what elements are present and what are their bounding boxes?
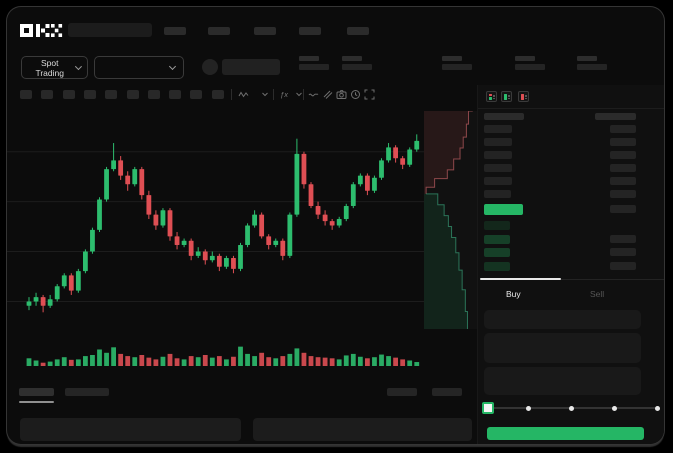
toolbar-button[interactable] — [126, 90, 139, 99]
search-input[interactable] — [68, 23, 152, 37]
orderbook-panel: Buy Sell — [477, 85, 664, 444]
slider-stop[interactable] — [569, 405, 574, 411]
tab-sell[interactable]: Sell — [590, 289, 605, 299]
chevron-down-icon — [75, 63, 83, 70]
market-type-label: Spot Trading — [35, 57, 64, 78]
divider — [561, 279, 664, 280]
pair-coin-icon — [202, 59, 218, 75]
last-price-badge[interactable] — [484, 204, 523, 215]
ask-row[interactable] — [484, 138, 512, 146]
tab-buy[interactable]: Buy — [506, 289, 521, 299]
ask-row[interactable] — [484, 164, 512, 172]
indicator-fx-icon[interactable]: ƒx — [280, 89, 288, 99]
chevron-down-icon[interactable] — [293, 88, 305, 100]
bottom-tab-active[interactable] — [19, 388, 54, 396]
app-window: Spot Trading ƒx — [7, 7, 664, 444]
ticker-stat — [342, 56, 372, 70]
toolbar-button[interactable] — [105, 90, 118, 99]
slider-stop[interactable] — [526, 405, 532, 411]
nav-item[interactable] — [254, 27, 276, 35]
ticker-stat — [515, 56, 545, 70]
toolbar-button[interactable] — [62, 90, 75, 99]
slider-stop[interactable] — [611, 405, 617, 411]
bottom-tab[interactable] — [65, 388, 109, 396]
book-col-header — [484, 113, 524, 120]
bottom-action-placeholder[interactable] — [387, 388, 417, 396]
okx-logo — [20, 24, 63, 37]
candle-style-icon[interactable] — [237, 88, 249, 100]
amount-field[interactable] — [484, 333, 641, 363]
line-tool-icon[interactable] — [307, 88, 319, 100]
chevron-down-icon[interactable] — [259, 88, 271, 100]
book-size-bar — [610, 190, 636, 198]
nav-item[interactable] — [299, 27, 321, 35]
book-bids-only-icon[interactable] — [501, 91, 512, 102]
chevron-down-icon — [168, 62, 177, 71]
candlestick-chart[interactable] — [7, 107, 477, 372]
nav-item[interactable] — [208, 27, 230, 35]
camera-icon[interactable] — [335, 88, 347, 100]
pair-selector-dropdown[interactable] — [94, 56, 184, 79]
fullscreen-icon[interactable] — [363, 88, 375, 100]
bid-row[interactable] — [484, 221, 510, 230]
toolbar-button[interactable] — [20, 90, 32, 99]
ask-row[interactable] — [484, 125, 512, 133]
toolbar-button[interactable] — [169, 90, 182, 99]
book-size-bar — [610, 205, 636, 213]
nav-item[interactable] — [164, 27, 186, 35]
orders-panel-placeholder — [253, 418, 472, 441]
divider — [478, 108, 664, 109]
bid-row[interactable] — [484, 261, 510, 271]
ask-row[interactable] — [484, 177, 512, 185]
active-tab-indicator — [480, 278, 561, 280]
buy-button[interactable] — [487, 427, 644, 440]
nav-item[interactable] — [347, 27, 369, 35]
ticker-stat — [299, 56, 329, 70]
market-type-selector[interactable]: Spot Trading — [21, 56, 88, 79]
ticker-stat — [577, 56, 607, 70]
book-col-header — [595, 113, 636, 120]
bottom-action-placeholder[interactable] — [432, 388, 462, 396]
toolbar-button[interactable] — [190, 90, 203, 99]
compare-icon[interactable] — [321, 88, 333, 100]
history-clock-icon[interactable] — [349, 88, 361, 100]
slider-stop[interactable] — [654, 405, 660, 411]
total-field[interactable] — [484, 367, 641, 395]
bottom-tab-underline — [19, 401, 54, 403]
book-size-bar — [610, 261, 636, 270]
toolbar-button[interactable] — [83, 90, 96, 99]
depth-chart[interactable] — [424, 111, 477, 329]
book-size-bar — [610, 164, 636, 172]
price-field[interactable] — [484, 310, 641, 329]
book-size-bar — [610, 138, 636, 146]
bid-row[interactable] — [484, 234, 510, 244]
ask-row[interactable] — [484, 151, 512, 159]
slider-handle[interactable] — [482, 402, 494, 414]
bid-row[interactable] — [484, 248, 510, 257]
pair-name-placeholder — [222, 59, 280, 75]
book-both-sides-icon[interactable] — [486, 91, 497, 102]
toolbar-button[interactable] — [211, 90, 224, 99]
book-size-bar — [610, 248, 636, 256]
ticker-stat — [442, 56, 472, 70]
toolbar-button[interactable] — [147, 90, 160, 99]
book-asks-only-icon[interactable] — [518, 91, 529, 102]
book-size-bar — [610, 151, 636, 159]
toolbar-button[interactable] — [41, 90, 54, 99]
book-size-bar — [610, 177, 636, 185]
book-size-bar — [610, 234, 636, 243]
book-size-bar — [610, 125, 636, 133]
ask-row[interactable] — [484, 190, 511, 198]
orders-panel-placeholder — [20, 418, 241, 441]
